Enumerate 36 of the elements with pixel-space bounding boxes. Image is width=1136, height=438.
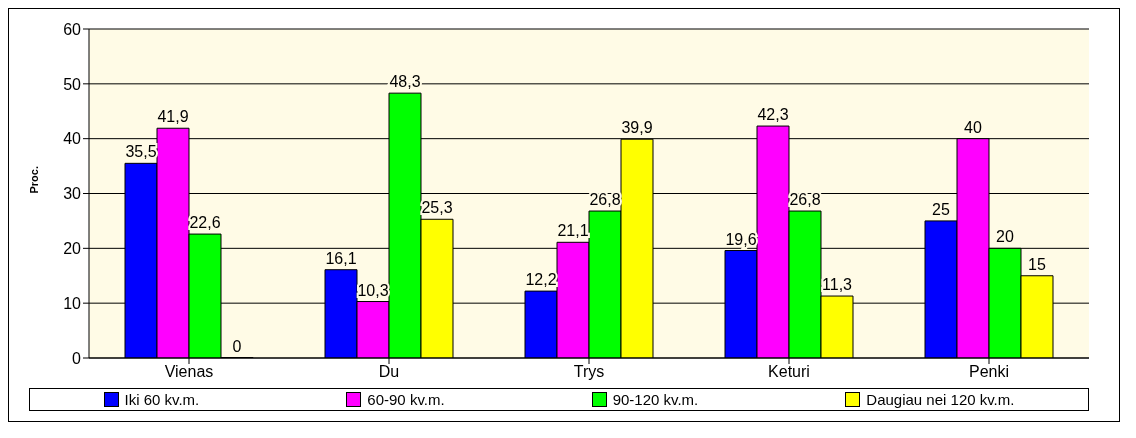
data-label: 26,8 xyxy=(789,191,821,209)
data-label: 20 xyxy=(996,228,1014,246)
data-label: 10,3 xyxy=(357,281,389,299)
data-label: 22,6 xyxy=(189,214,221,232)
y-tick-label: 60 xyxy=(63,20,82,38)
y-tick-label: 10 xyxy=(63,294,82,312)
data-label: 26,8 xyxy=(589,191,621,209)
data-label: 19,6 xyxy=(725,230,757,248)
data-label: 15 xyxy=(1028,255,1046,273)
y-tick-label: 40 xyxy=(63,130,82,148)
data-label: 12,2 xyxy=(525,271,557,289)
legend-label: Iki 60 kv.m. xyxy=(124,391,200,408)
legend-label: 90-120 kv.m. xyxy=(612,391,699,408)
data-label: 41,9 xyxy=(157,108,189,126)
data-label: 40 xyxy=(964,118,982,136)
y-axis-title: Proc. xyxy=(27,165,40,194)
y-tick-label: 30 xyxy=(63,185,82,203)
x-tick-label: Trys xyxy=(573,363,605,381)
x-tick-label: Du xyxy=(378,363,400,381)
x-tick-label: Penki xyxy=(968,363,1010,381)
y-tick-label: 50 xyxy=(63,75,82,93)
y-tick-label: 0 xyxy=(72,349,82,367)
legend-label: Daugiau nei 120 kv.m. xyxy=(866,391,1015,408)
x-tick-label: Vienas xyxy=(164,363,214,381)
data-label: 25,3 xyxy=(421,199,453,217)
data-label: 11,3 xyxy=(822,276,853,294)
data-label: 25 xyxy=(932,200,950,218)
data-label: 35,5 xyxy=(125,143,157,161)
legend-label: 60-90 kv.m. xyxy=(367,391,445,408)
data-label: 39,9 xyxy=(621,119,653,137)
x-tick-label: Keturi xyxy=(768,363,810,381)
y-tick-label: 20 xyxy=(63,240,82,258)
data-label: 21,1 xyxy=(557,222,589,240)
data-label: 16,1 xyxy=(325,249,357,267)
data-label: 42,3 xyxy=(757,106,789,124)
data-label: 0 xyxy=(232,337,242,355)
